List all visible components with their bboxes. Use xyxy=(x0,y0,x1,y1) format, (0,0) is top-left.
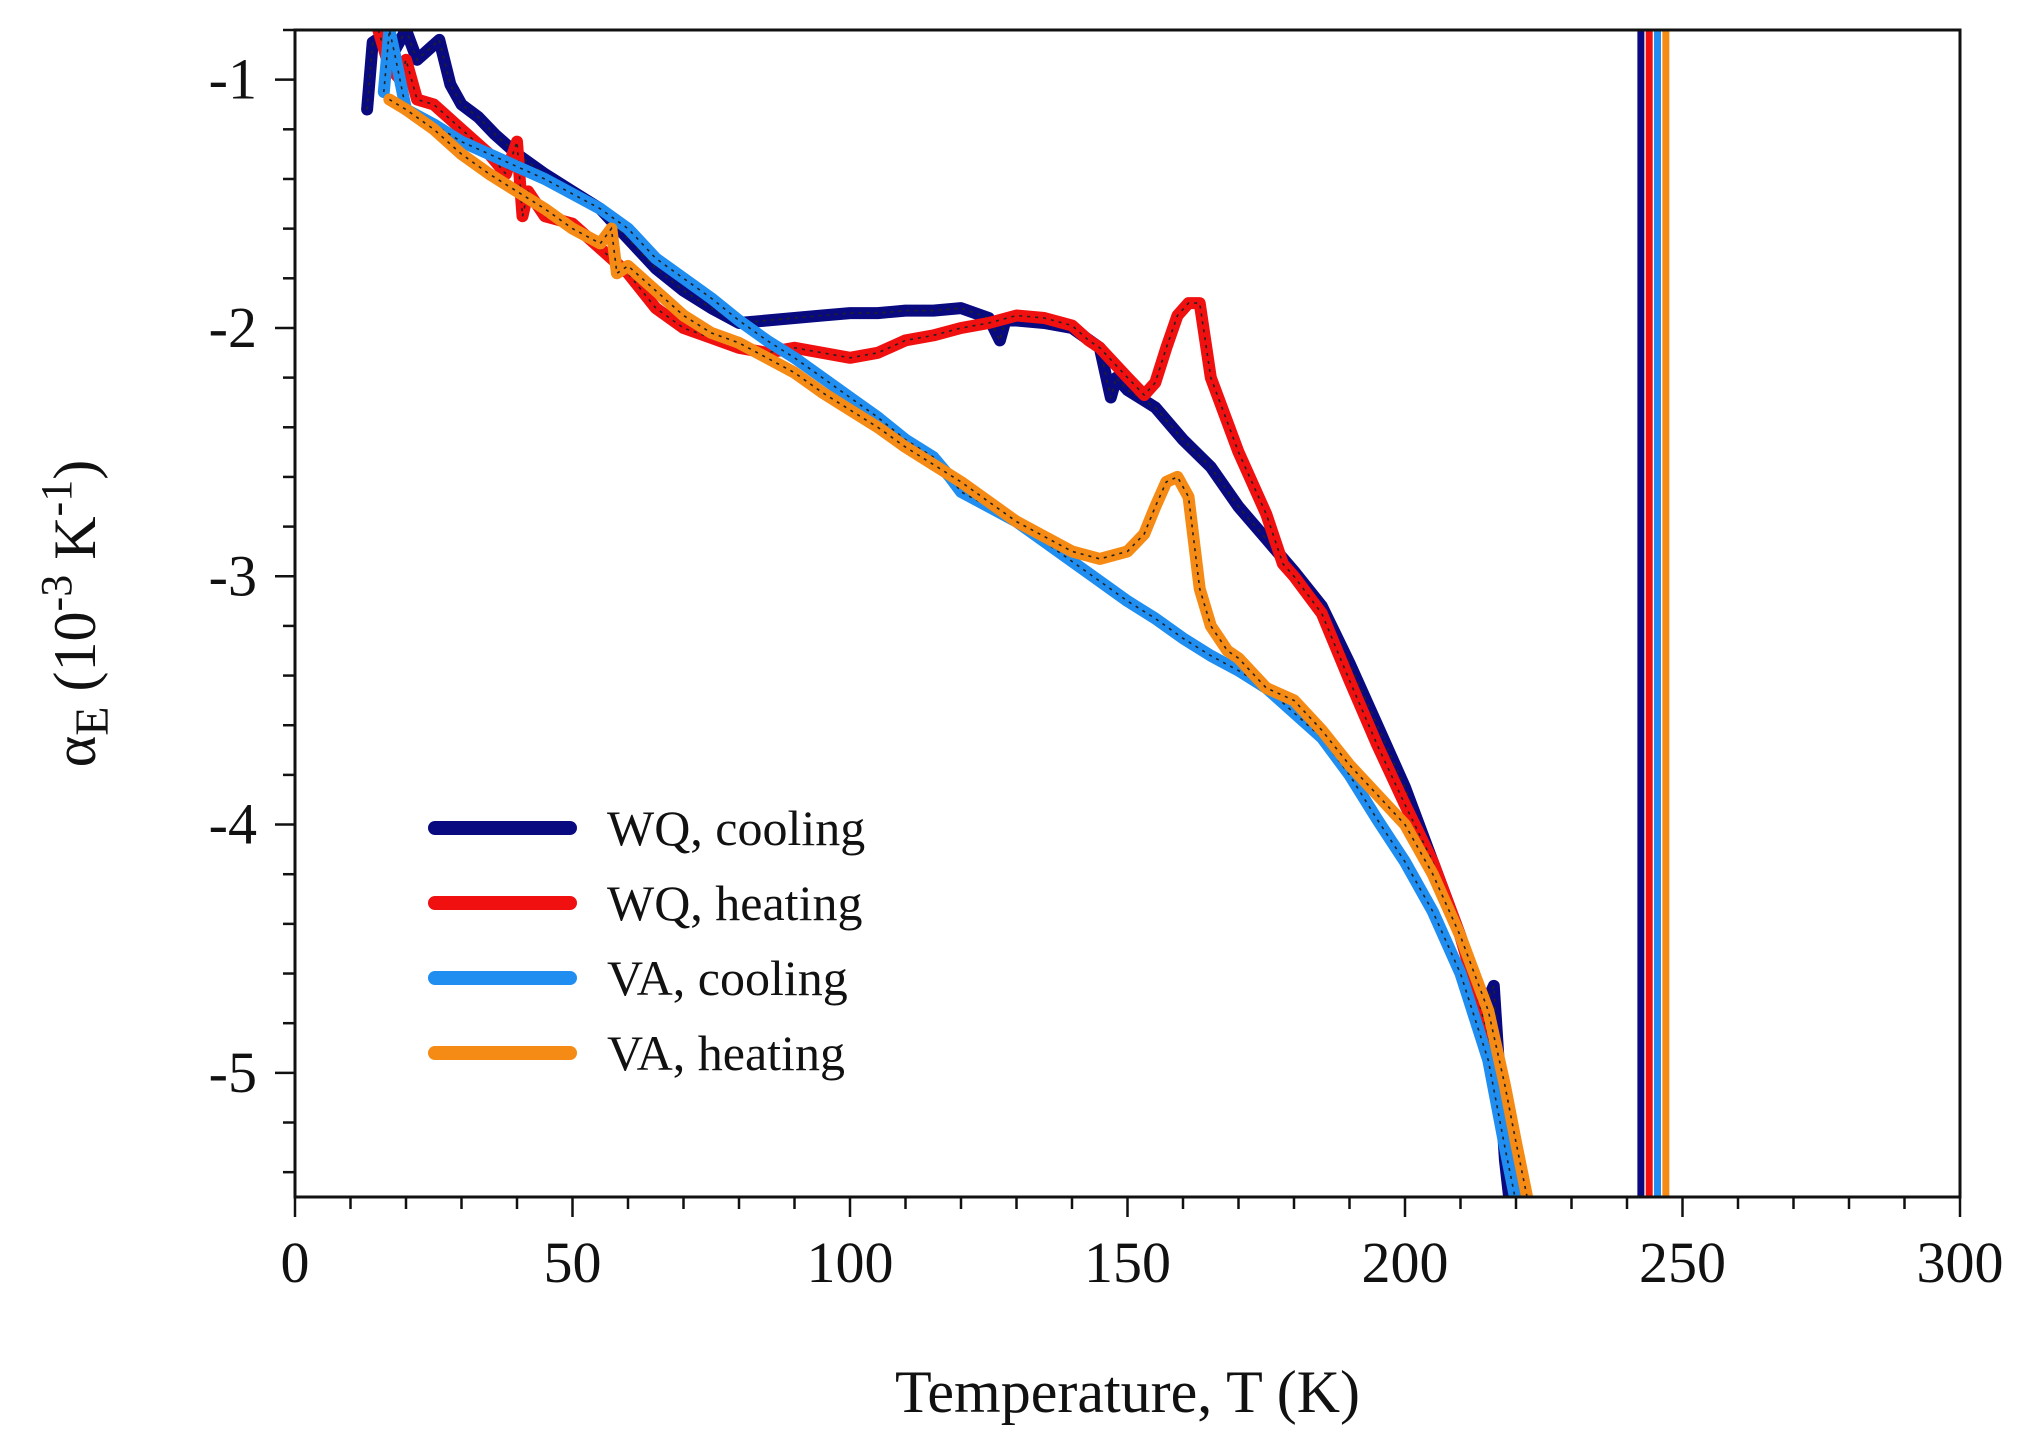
series-line-va-heating xyxy=(383,93,1534,1197)
legend-label-va-cooling: VA, cooling xyxy=(607,950,848,1006)
tick-labels-layer: 0 50 100 150 200 250 300 -1 -2 -3 -4 -5 xyxy=(209,47,2004,1295)
y-tick-label: -4 xyxy=(209,792,257,857)
legend: WQ, cooling WQ, heating VA, cooling VA, hea… xyxy=(428,800,865,1081)
y-axis-symbol: α xyxy=(42,736,108,767)
x-axis-title: Temperature, T (K) xyxy=(895,1359,1360,1425)
x-tick-label: 200 xyxy=(1362,1230,1449,1295)
y-tick-label: -5 xyxy=(209,1040,257,1105)
series-line-va-cooling xyxy=(377,30,1522,1197)
y-tick-label: -3 xyxy=(209,543,257,608)
y-axis-unit-prefix: (10 xyxy=(42,611,108,706)
series-layer xyxy=(361,30,1670,1197)
series-fit-va-heating xyxy=(388,98,1528,1197)
series-fit-wq-heating xyxy=(377,30,1517,1197)
y-axis-unit-exponent2: -1 xyxy=(32,480,81,517)
x-tick-label: 250 xyxy=(1639,1230,1726,1295)
y-tick-label: -1 xyxy=(209,47,257,112)
y-axis-title: αE (10-3 K-1) xyxy=(32,460,120,767)
x-tick-label: 100 xyxy=(807,1230,894,1295)
y-tick-label: -2 xyxy=(209,295,257,360)
y-axis-unit-mid: K xyxy=(42,516,108,574)
ticks-layer xyxy=(275,28,1962,1217)
x-tick-label: 0 xyxy=(281,1230,310,1295)
y-axis-subscript: E xyxy=(66,706,119,735)
y-axis-unit-exponent: -3 xyxy=(32,575,81,612)
x-tick-label: 150 xyxy=(1084,1230,1171,1295)
legend-label-wq-heating: WQ, heating xyxy=(607,875,862,931)
legend-label-va-heating: VA, heating xyxy=(607,1025,845,1081)
x-tick-label: 300 xyxy=(1917,1230,2004,1295)
x-tick-label: 50 xyxy=(544,1230,602,1295)
y-axis-unit-suffix: ) xyxy=(42,460,108,480)
legend-label-wq-cooling: WQ, cooling xyxy=(607,800,865,856)
series-fit-va-cooling xyxy=(383,30,1516,1197)
